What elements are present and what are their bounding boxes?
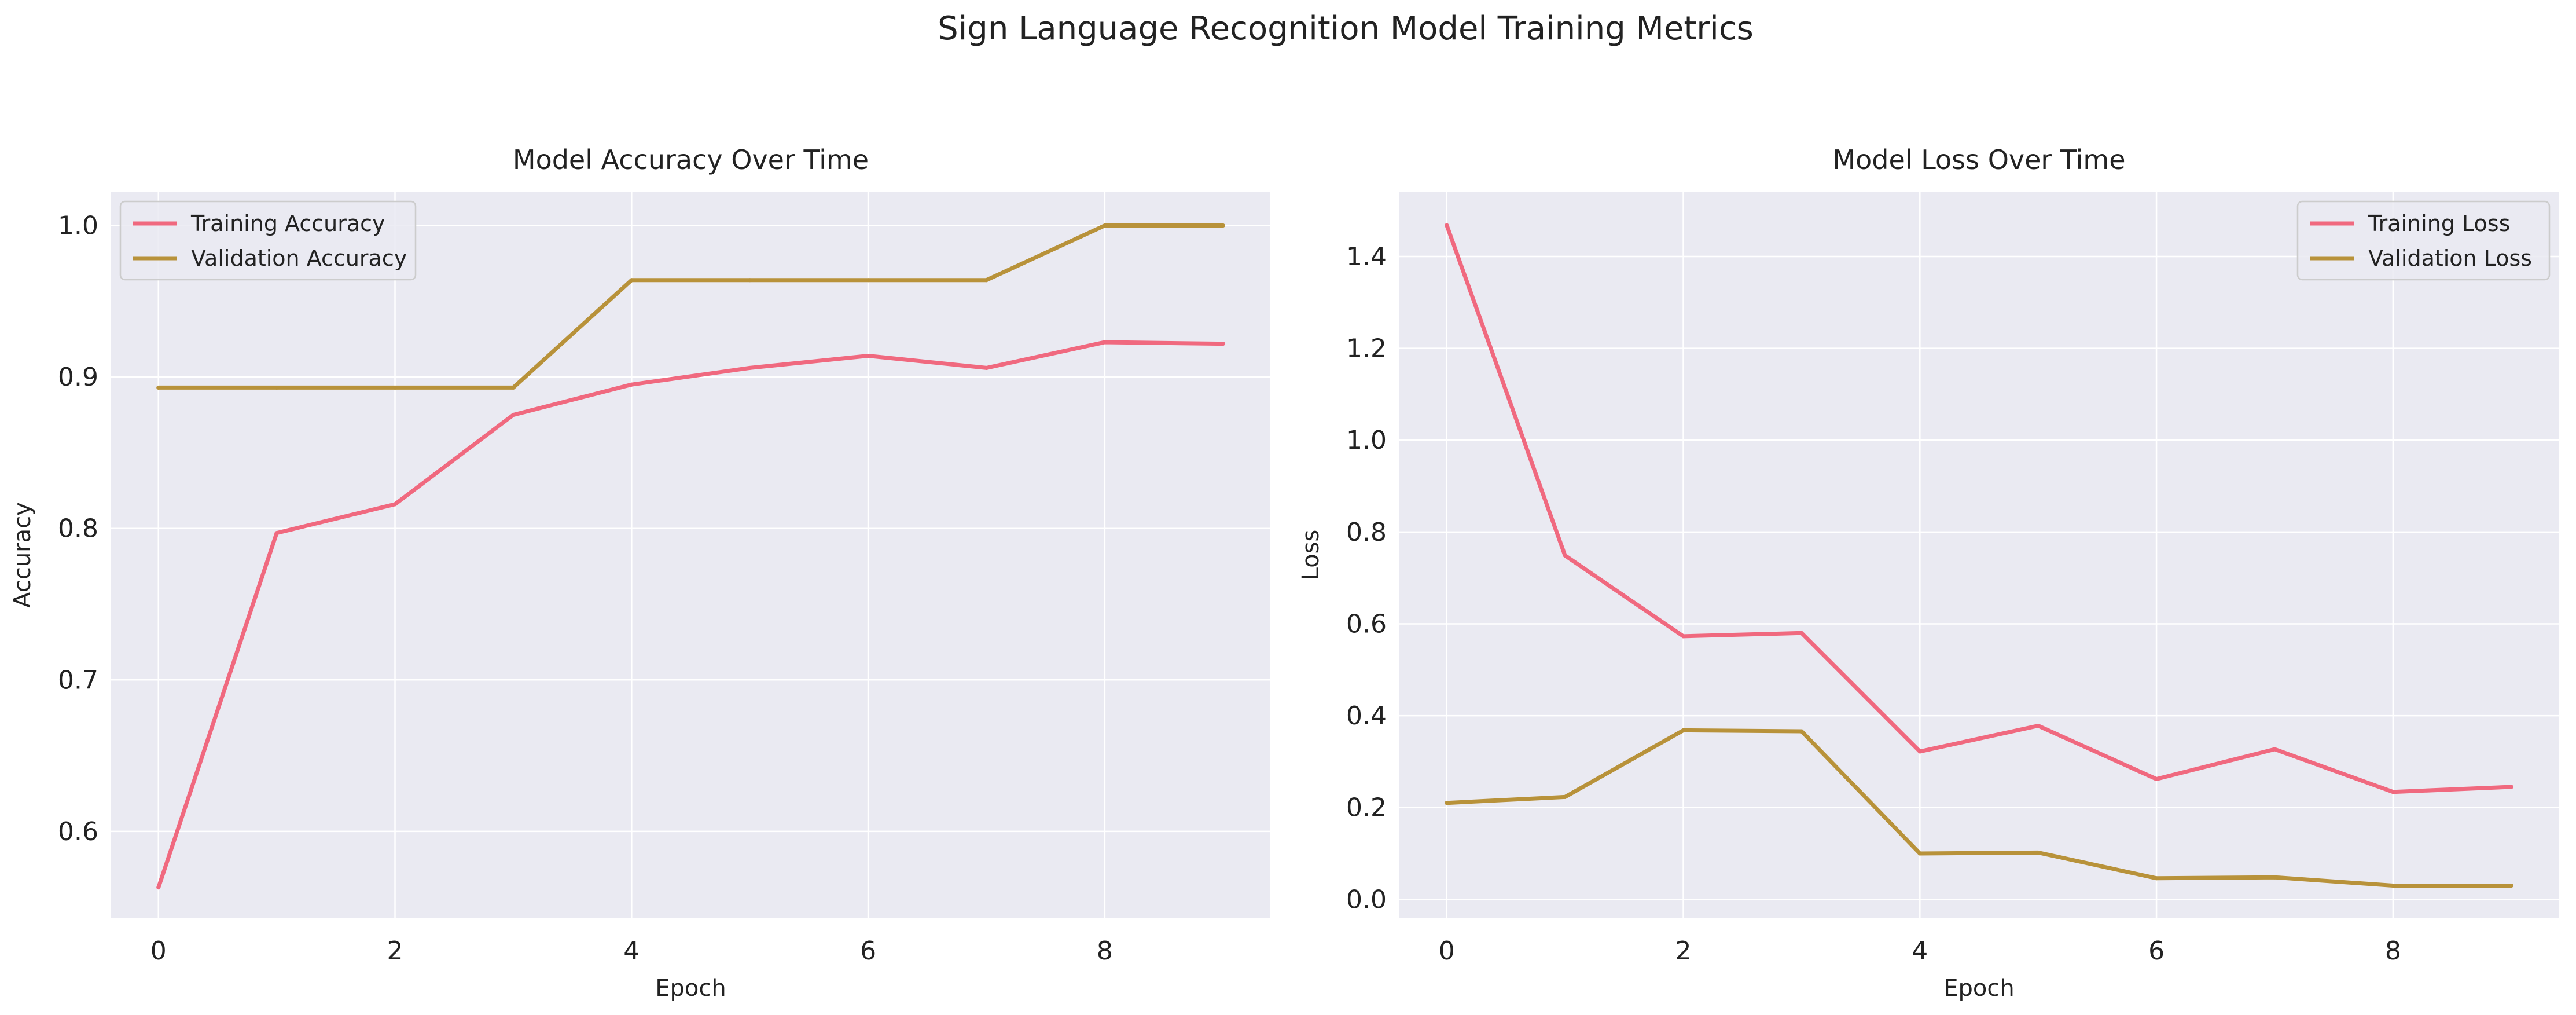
legend-label: Training Accuracy (190, 211, 385, 236)
data-point (984, 365, 988, 370)
data-point (2272, 875, 2277, 880)
y-tick-label: 1.4 (1346, 242, 1387, 272)
x-tick-label: 8 (2385, 936, 2401, 966)
y-tick-label: 1.2 (1346, 334, 1387, 364)
legend-box (119, 200, 417, 281)
legend: Training Loss Validation Loss (2296, 200, 2551, 281)
figure-suptitle: Sign Language Recognition Model Training… (938, 10, 1754, 47)
x-tick-label: 4 (1912, 936, 1928, 966)
series-line-1 (1445, 728, 2513, 888)
legend: Training Accuracy Validation Accuracy (119, 200, 417, 281)
data-point (1799, 631, 1804, 635)
legend-label: Validation Accuracy (191, 245, 407, 271)
data-point (1445, 223, 1449, 228)
data-point (629, 278, 634, 283)
data-point (1917, 851, 1922, 856)
data-point (511, 385, 516, 390)
charts-container: 0 2 4 6 8 0.6 0.7 0.8 0.9 1.0 Model Accuracy Over … (9, 144, 2559, 1002)
data-point (2509, 883, 2513, 888)
data-point (1681, 634, 1686, 639)
x-tick-label: 0 (1439, 936, 1455, 966)
data-point (2036, 850, 2041, 855)
data-point (1563, 794, 1567, 799)
y-tick-label: 0.7 (58, 665, 98, 695)
data-point (629, 382, 634, 387)
data-point (511, 413, 516, 417)
data-point (156, 385, 161, 390)
legend-label: Training Loss (2368, 211, 2510, 236)
data-point (2154, 876, 2159, 881)
y-tick-label: 0.0 (1346, 885, 1387, 914)
legend-label: Validation Loss (2368, 245, 2532, 271)
y-tick-label: 0.6 (1346, 609, 1387, 639)
series-line-1 (156, 223, 1225, 390)
x-tick-label: 2 (1675, 936, 1692, 966)
data-point (274, 531, 279, 536)
chart-title: Model Accuracy Over Time (513, 144, 869, 175)
data-point (1221, 342, 1225, 346)
x-axis-label: Epoch (655, 975, 726, 1002)
data-point (1799, 729, 1804, 734)
data-point (1563, 553, 1567, 558)
x-tick-label: 8 (1097, 936, 1113, 966)
y-tick-label: 0.6 (58, 817, 98, 847)
legend-box (2296, 200, 2551, 281)
x-tick-label: 6 (860, 936, 876, 966)
plot-area (1399, 192, 2559, 918)
y-tick-label: 0.2 (1346, 793, 1387, 823)
y-tick-label: 0.9 (58, 362, 98, 392)
data-point (274, 385, 279, 390)
data-point (1681, 728, 1686, 732)
data-point (748, 365, 752, 370)
data-point (866, 278, 870, 283)
chart-title: Model Loss Over Time (1832, 144, 2125, 175)
data-point (1221, 223, 1225, 228)
plot-area (111, 192, 1270, 918)
data-point (984, 278, 988, 283)
data-point (156, 885, 161, 890)
series-line-0 (1445, 223, 2513, 794)
y-tick-label: 1.0 (1346, 426, 1387, 455)
x-tick-label: 2 (387, 936, 403, 966)
data-point (2509, 785, 2513, 789)
data-point (2154, 777, 2159, 782)
y-axis-label: Accuracy (9, 502, 36, 608)
data-point (2036, 724, 2041, 728)
data-point (1445, 801, 1449, 805)
data-point (393, 502, 398, 507)
data-point (1103, 340, 1107, 345)
y-tick-label: 1.0 (58, 211, 98, 241)
x-tick-label: 0 (150, 936, 167, 966)
x-axis-label: Epoch (1943, 975, 2014, 1002)
series-line-0 (156, 340, 1225, 890)
data-point (1917, 749, 1922, 754)
x-tick-label: 6 (2148, 936, 2165, 966)
x-tick-label: 4 (623, 936, 640, 966)
data-point (2391, 883, 2395, 888)
data-point (748, 278, 752, 283)
data-point (2272, 747, 2277, 752)
chart-loss: 0 2 4 6 8 0.0 0.2 0.4 0.6 0.8 1.0 1.2 1.4 Model Loss … (1298, 144, 2559, 1002)
data-point (866, 354, 870, 358)
y-tick-label: 0.4 (1346, 701, 1387, 731)
chart-accuracy: 0 2 4 6 8 0.6 0.7 0.8 0.9 1.0 Model Accuracy Over … (9, 144, 1270, 1002)
y-tick-label: 0.8 (1346, 518, 1387, 547)
y-axis-label: Loss (1298, 530, 1324, 581)
data-point (393, 385, 398, 390)
data-point (1103, 223, 1107, 228)
y-tick-label: 0.8 (58, 514, 98, 544)
data-point (2391, 790, 2395, 794)
